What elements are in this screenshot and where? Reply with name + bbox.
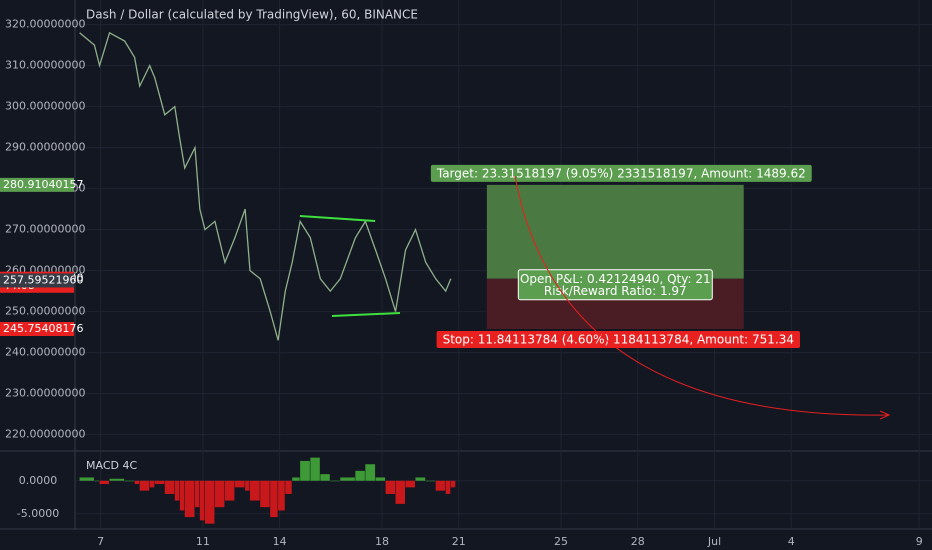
macd-bar — [149, 480, 155, 488]
stop-label-bg — [436, 331, 800, 349]
macd-bar — [405, 480, 415, 488]
macd-bar — [79, 477, 94, 481]
target-label: Target: 23.31518197 (9.05%) 2331518197, … — [430, 164, 812, 182]
y-tick-label: 220.00000000 — [5, 428, 85, 441]
x-tick-label: 14 — [273, 535, 287, 548]
macd-bar — [194, 480, 200, 508]
y-tick-label: 240.00000000 — [5, 346, 85, 359]
macd-bar — [365, 464, 376, 481]
macd-bar — [224, 480, 235, 501]
macd-bar — [340, 477, 355, 481]
chart-title: Dash / Dollar (calculated by TradingView… — [86, 8, 418, 22]
macd-bar — [375, 477, 386, 481]
pnl-label: Open P&L: 0.42124940, Qty: 21 — [520, 272, 711, 286]
stop-label: Stop: 11.84113784 (4.60%) 1184113784, Am… — [436, 331, 800, 349]
target-zone — [486, 184, 744, 279]
x-tick-label: 18 — [375, 535, 389, 548]
macd-bar — [278, 480, 285, 511]
price-marker-bg — [0, 322, 74, 337]
macd-bar — [445, 480, 451, 494]
macd-bar — [164, 480, 175, 494]
macd-bar — [214, 480, 225, 508]
macd-bar — [285, 480, 292, 494]
macd-bar — [450, 480, 456, 488]
target-label-bg — [430, 164, 812, 182]
macd-bar — [330, 480, 340, 482]
price-marker-label: 280.91040157 — [3, 178, 83, 191]
macd-bar — [435, 480, 446, 491]
macd-bar — [134, 480, 140, 485]
macd-bar — [174, 480, 180, 501]
macd-bar — [99, 480, 110, 485]
macd-bar — [139, 480, 150, 491]
y-tick-label: 230.00000000 — [5, 387, 85, 400]
price-line — [79, 31, 452, 341]
price-marker-bg — [0, 273, 74, 288]
macd-bar — [245, 480, 250, 491]
y-tick-label: -5.0000 — [17, 507, 59, 520]
rr-label: Risk/Reward Ratio: 1.97 — [544, 284, 687, 298]
macd-bar — [260, 480, 270, 508]
y-tick-label: 250.00000000 — [5, 305, 85, 318]
y-tick-label: 300.00000000 — [5, 100, 85, 113]
y-tick-label: 270.00000000 — [5, 223, 85, 236]
macd-bar — [395, 480, 406, 504]
indicator-title: MACD 4C — [86, 459, 137, 472]
macd-bar — [94, 480, 100, 482]
macd-bar — [385, 480, 396, 494]
macd-bar — [124, 480, 135, 482]
macd-bar — [292, 477, 300, 481]
x-tick-label: 11 — [196, 535, 210, 548]
macd-bar — [355, 470, 365, 481]
price-marker-label: 245.75408176 — [3, 322, 83, 335]
pnl-box: Open P&L: 0.42124940, Qty: 21Risk/Reward… — [517, 269, 713, 301]
arrow-head — [879, 410, 891, 420]
macd-bar — [184, 480, 195, 518]
y-tick-label: 0.0000 — [19, 474, 58, 487]
y-tick-label: 310.00000000 — [5, 59, 85, 72]
macd-bar — [204, 480, 215, 524]
price-marker-label: 257.59521960 — [3, 273, 83, 286]
y-tick-label: 290.00000000 — [5, 141, 85, 154]
macd-bar — [270, 480, 278, 518]
target-label-text: Target: 23.31518197 (9.05%) 2331518197, … — [436, 166, 806, 180]
forecast-arrow — [514, 175, 889, 416]
macd-bar — [310, 457, 320, 481]
x-tick-label: 28 — [631, 535, 645, 548]
macd-bar — [154, 480, 165, 485]
x-tick-label: 9 — [916, 535, 923, 548]
x-tick-label: 21 — [452, 535, 466, 548]
macd-bar — [199, 480, 205, 521]
trend-line — [331, 312, 401, 317]
y-tick-label: 320.00000000 — [5, 18, 85, 31]
stop-label-text: Stop: 11.84113784 (4.60%) 1184113784, Am… — [443, 333, 794, 347]
x-tick-label: 7 — [97, 535, 104, 548]
macd-bar — [415, 477, 426, 481]
macd-bar — [109, 478, 125, 481]
x-tick-label: Jul — [707, 535, 721, 548]
macd-bar — [179, 480, 185, 511]
x-tick-label: 25 — [554, 535, 568, 548]
x-tick-label: 4 — [788, 535, 795, 548]
macd-bar — [300, 460, 310, 481]
trend-line — [299, 215, 376, 222]
price-marker-bg — [0, 177, 74, 192]
macd-bar — [425, 480, 436, 482]
pnl-box-bg — [517, 269, 713, 301]
macd-bar — [320, 474, 330, 481]
macd-bar — [234, 480, 245, 488]
macd-bar — [249, 480, 260, 501]
